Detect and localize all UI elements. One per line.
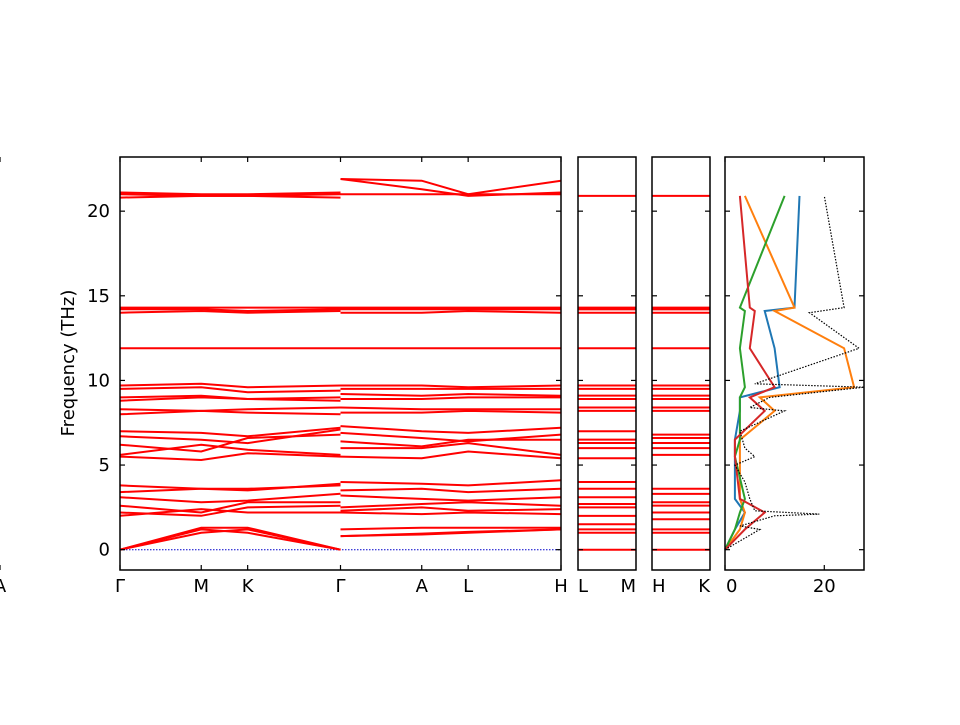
band-line <box>120 308 341 313</box>
band-line <box>340 501 562 509</box>
band-line <box>119 528 341 551</box>
x-tick-label: K <box>698 576 711 597</box>
band-line <box>340 442 562 456</box>
x-tick-label: L <box>578 576 588 597</box>
band-line <box>340 406 561 411</box>
band-line <box>340 392 562 397</box>
x-tick-label: K <box>242 576 255 597</box>
band-line <box>340 178 562 197</box>
band-line <box>340 528 562 538</box>
band-line <box>340 487 562 494</box>
band-line <box>119 394 341 401</box>
panel-lm-frame <box>577 156 637 571</box>
x-tick-label: A <box>416 576 429 597</box>
x-tick-label: M <box>620 576 636 597</box>
band-line <box>119 504 341 517</box>
band-line <box>119 193 341 197</box>
band-line <box>340 425 562 434</box>
x-tick-label: A <box>0 576 7 597</box>
band-line <box>340 178 562 196</box>
band-line <box>340 309 562 314</box>
dos-curve <box>724 195 856 551</box>
band-line <box>340 506 562 512</box>
band-line <box>119 443 341 456</box>
dos-curve <box>724 195 777 551</box>
band-line <box>340 450 562 460</box>
y-tick-label: 0 <box>99 540 110 561</box>
y-tick-label: 10 <box>87 370 110 391</box>
dos-curve <box>724 195 786 551</box>
band-line <box>119 406 341 412</box>
band-line <box>119 428 341 445</box>
x-tick-label: Γ <box>335 576 345 597</box>
x-tick-label: L <box>463 576 473 597</box>
x-tick-label: 20 <box>813 576 836 597</box>
x-tick-label: H <box>554 576 568 597</box>
dos-frame <box>724 156 865 571</box>
band-line <box>340 396 561 400</box>
band-line <box>340 479 562 487</box>
band-line <box>119 426 341 438</box>
band-line <box>119 492 341 504</box>
band-line <box>340 511 562 516</box>
band-line <box>119 452 341 462</box>
band-line <box>119 482 341 492</box>
band-line <box>340 526 561 531</box>
band-line <box>119 409 341 416</box>
y-tick-label: 5 <box>99 455 110 476</box>
x-tick-label: Γ <box>115 576 125 597</box>
x-tick-label: H <box>652 576 666 597</box>
y-axis-label: Frequency (THz) <box>58 290 79 437</box>
band-line <box>340 409 562 414</box>
y-tick-label: 20 <box>87 201 110 222</box>
band-line <box>119 386 341 394</box>
band-line <box>340 384 562 389</box>
x-tick-label: 0 <box>726 576 737 597</box>
band-line <box>119 191 341 196</box>
band-line <box>119 309 341 314</box>
band-line <box>340 438 561 448</box>
band-line <box>340 431 562 443</box>
main-frame <box>119 156 562 571</box>
dos-curve <box>724 195 865 551</box>
y-tick-label: 15 <box>87 286 110 307</box>
panel-hk-frame <box>651 156 711 571</box>
x-tick-label: M <box>193 576 209 597</box>
band-line <box>119 382 341 389</box>
band-line <box>119 501 341 514</box>
band-line <box>119 526 341 551</box>
band-line <box>340 494 562 502</box>
